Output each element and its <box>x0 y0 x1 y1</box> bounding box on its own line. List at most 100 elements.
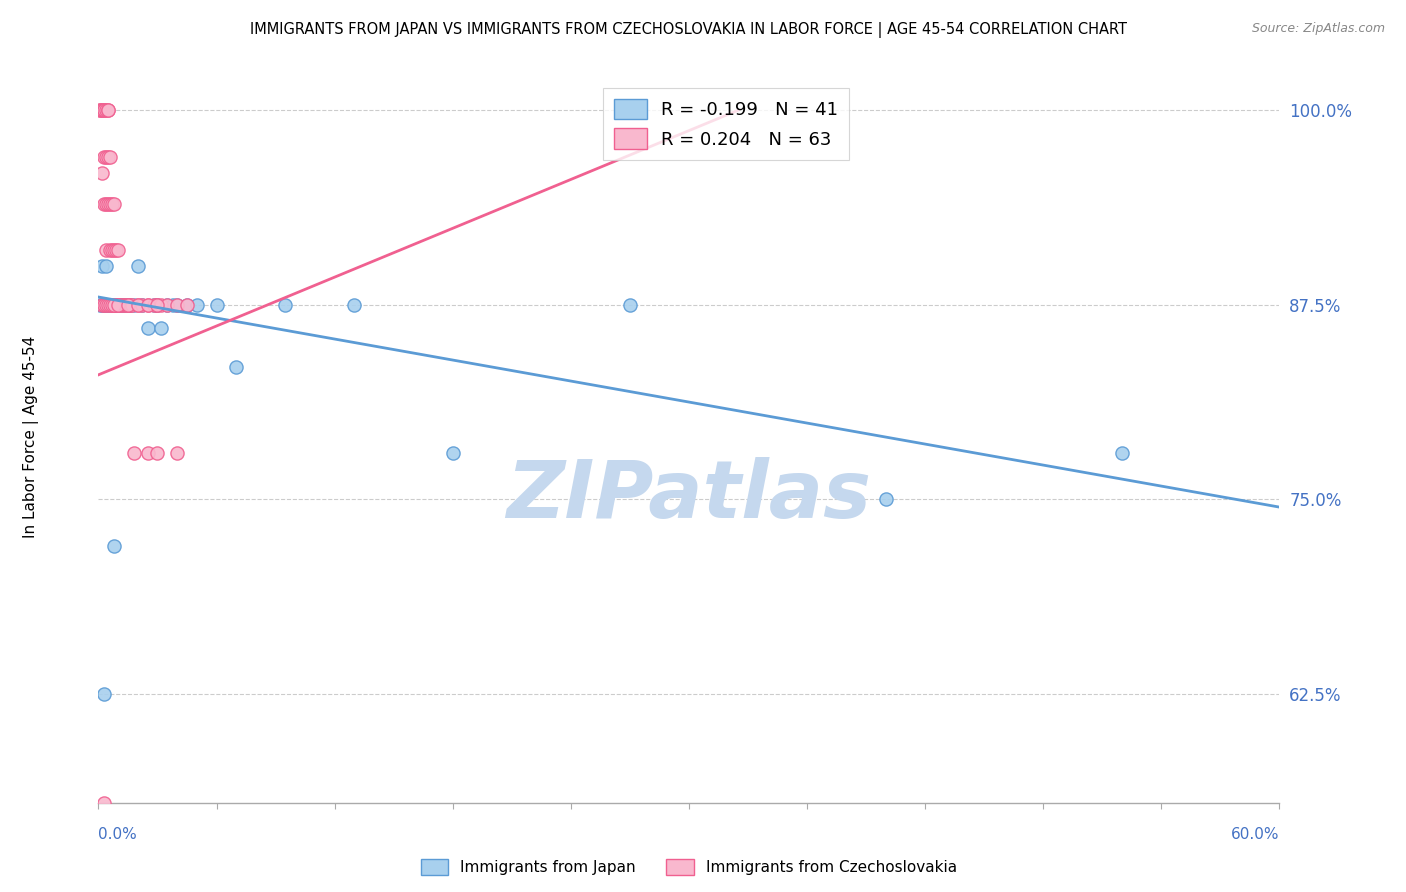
Point <box>101 298 124 312</box>
Point <box>122 298 145 312</box>
Point <box>156 298 179 312</box>
Text: 0.0%: 0.0% <box>98 827 138 841</box>
Point <box>97 298 120 312</box>
Point <box>107 298 129 312</box>
Point <box>103 298 125 312</box>
Point <box>146 298 169 312</box>
Point <box>103 539 125 553</box>
Point <box>98 298 121 312</box>
Point <box>131 298 153 312</box>
Point <box>93 298 115 312</box>
Point <box>103 196 125 211</box>
Point <box>93 298 115 312</box>
Point <box>93 298 115 312</box>
Point <box>101 196 124 211</box>
Point <box>1111 445 1133 459</box>
Point <box>89 103 111 118</box>
Point <box>619 298 641 312</box>
Point <box>96 259 118 273</box>
Point <box>96 244 118 258</box>
Point <box>146 298 169 312</box>
Point <box>142 298 165 312</box>
Point <box>93 687 115 701</box>
Point <box>176 298 198 312</box>
Point <box>118 298 141 312</box>
Legend: Immigrants from Japan, Immigrants from Czechoslovakia: Immigrants from Japan, Immigrants from C… <box>420 860 957 875</box>
Point <box>91 165 114 179</box>
Point <box>96 150 118 164</box>
Point <box>108 298 131 312</box>
Point <box>96 196 118 211</box>
Point <box>96 298 118 312</box>
Point <box>136 445 159 459</box>
Point <box>97 298 120 312</box>
Point <box>103 244 125 258</box>
Point <box>105 298 128 312</box>
Point <box>166 445 188 459</box>
Point <box>93 150 115 164</box>
Point <box>107 244 129 258</box>
Point <box>121 298 143 312</box>
Point <box>97 103 120 118</box>
Point <box>97 196 120 211</box>
Point <box>142 298 165 312</box>
Point <box>105 298 128 312</box>
Point <box>93 103 115 118</box>
Point <box>115 298 138 312</box>
Point <box>225 359 247 374</box>
Point <box>101 298 124 312</box>
Point <box>131 298 153 312</box>
Point <box>127 259 149 273</box>
Text: Source: ZipAtlas.com: Source: ZipAtlas.com <box>1251 22 1385 36</box>
Point <box>136 298 159 312</box>
Point <box>162 298 184 312</box>
Point <box>136 321 159 335</box>
Point <box>93 103 115 118</box>
Point <box>91 298 114 312</box>
Point <box>101 298 124 312</box>
Point <box>111 298 134 312</box>
Point <box>89 103 111 118</box>
Text: In Labor Force | Age 45-54: In Labor Force | Age 45-54 <box>22 336 39 538</box>
Point <box>96 298 118 312</box>
Point <box>117 298 139 312</box>
Point <box>91 259 114 273</box>
Point <box>441 445 464 459</box>
Point <box>127 298 149 312</box>
Text: IMMIGRANTS FROM JAPAN VS IMMIGRANTS FROM CZECHOSLOVAKIA IN LABOR FORCE | AGE 45-: IMMIGRANTS FROM JAPAN VS IMMIGRANTS FROM… <box>250 22 1128 38</box>
Point <box>166 298 188 312</box>
Point <box>107 298 129 312</box>
Point <box>98 298 121 312</box>
Point <box>97 150 120 164</box>
Point <box>107 298 129 312</box>
Point <box>97 298 120 312</box>
Point <box>93 796 115 810</box>
Point <box>156 298 179 312</box>
Point <box>146 298 169 312</box>
Point <box>98 150 121 164</box>
Point <box>186 298 208 312</box>
Point <box>274 298 297 312</box>
Point <box>111 298 134 312</box>
Point <box>91 103 114 118</box>
Point <box>122 445 145 459</box>
Text: ZIPatlas: ZIPatlas <box>506 457 872 534</box>
Point <box>101 244 124 258</box>
Point <box>112 298 135 312</box>
Point <box>117 298 139 312</box>
Point <box>150 298 173 312</box>
Point <box>108 298 131 312</box>
Point <box>127 298 149 312</box>
Point <box>97 103 120 118</box>
Point <box>146 445 169 459</box>
Point <box>166 298 188 312</box>
Point <box>117 298 139 312</box>
Point <box>93 196 115 211</box>
Point <box>112 298 135 312</box>
Point <box>91 103 114 118</box>
Point <box>150 321 173 335</box>
Point <box>136 298 159 312</box>
Point <box>176 298 198 312</box>
Point <box>103 298 125 312</box>
Point <box>98 244 121 258</box>
